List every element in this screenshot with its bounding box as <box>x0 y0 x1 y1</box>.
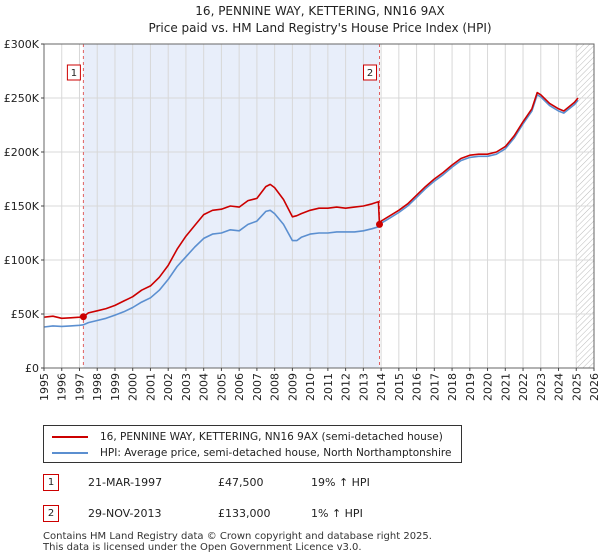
x-tick-label: 2023 <box>535 373 548 401</box>
x-tick-label: 1999 <box>109 373 122 401</box>
sale-hpi-change: 19% ↑ HPI <box>311 476 370 489</box>
x-tick-label: 2004 <box>198 373 211 401</box>
x-tick-label: 2017 <box>428 373 441 401</box>
x-tick-label: 2002 <box>162 373 175 401</box>
y-tick-label: £50K <box>11 308 40 321</box>
x-tick-label: 1997 <box>73 373 86 401</box>
chart-subtitle: Price paid vs. HM Land Registry's House … <box>148 21 491 35</box>
x-tick-label: 2026 <box>588 373 600 401</box>
x-tick-label: 2012 <box>340 373 353 401</box>
y-tick-label: £250K <box>4 92 40 105</box>
legend-item-property: 16, PENNINE WAY, KETTERING, NN16 9AX (se… <box>52 429 443 445</box>
x-tick-label: 2013 <box>357 373 370 401</box>
x-tick-label: 2014 <box>375 373 388 401</box>
y-tick-label: £0 <box>25 362 39 375</box>
footer-license: This data is licensed under the Open Gov… <box>43 542 362 553</box>
sale-label-box <box>363 64 377 81</box>
x-tick-label: 2007 <box>251 373 264 401</box>
x-tick-label: 2010 <box>304 373 317 401</box>
sale-date: 29-NOV-2013 <box>88 507 162 520</box>
footer-copyright: Contains HM Land Registry data © Crown c… <box>43 531 432 542</box>
x-tick-label: 2022 <box>517 373 530 401</box>
x-tick-label: 2024 <box>553 373 566 401</box>
x-tick-label: 1996 <box>56 373 69 401</box>
sale-point <box>376 220 383 228</box>
x-tick-label: 2005 <box>215 373 228 401</box>
y-tick-label: £200K <box>4 146 40 159</box>
x-tick-label: 2016 <box>411 373 424 401</box>
price-chart: 16, PENNINE WAY, KETTERING, NN16 9AX Pri… <box>4 4 600 401</box>
sale-point <box>79 313 87 321</box>
x-tick-label: 2019 <box>464 373 477 401</box>
sale-hpi-change: 1% ↑ HPI <box>311 507 363 520</box>
y-tick-label: £150K <box>4 200 40 213</box>
x-tick-label: 2000 <box>127 373 140 401</box>
x-tick-label: 2015 <box>393 373 406 401</box>
legend-item-hpi: HPI: Average price, semi-detached house,… <box>52 445 451 461</box>
sale-marker-label: 1 <box>43 474 59 491</box>
hpi-series-line <box>43 94 579 328</box>
y-tick-label: £300K <box>4 38 40 51</box>
sale-price: £133,000 <box>218 507 271 520</box>
x-tick-label: 2021 <box>499 373 512 401</box>
sale-label-box <box>66 64 81 81</box>
x-tick-label: 2025 <box>570 373 583 401</box>
x-tick-label: 2001 <box>144 373 157 401</box>
x-tick-label: 2018 <box>446 373 459 401</box>
y-tick-label: £100K <box>4 254 40 267</box>
x-tick-label: 2008 <box>269 373 282 401</box>
sale-label-text: 1 <box>71 68 77 79</box>
footer: Contains HM Land Registry data © Crown c… <box>43 531 432 553</box>
sale-marker-label: 2 <box>43 505 59 522</box>
x-tick-label: 2006 <box>233 373 246 401</box>
legend: 16, PENNINE WAY, KETTERING, NN16 9AX (se… <box>43 425 462 463</box>
x-tick-label: 1998 <box>91 373 104 401</box>
legend-swatch-hpi <box>52 452 88 454</box>
chart-title: 16, PENNINE WAY, KETTERING, NN16 9AX <box>195 4 444 18</box>
sale-price: £47,500 <box>218 476 264 489</box>
x-tick-label: 2003 <box>180 373 193 401</box>
legend-swatch-property <box>52 436 88 438</box>
legend-label-hpi: HPI: Average price, semi-detached house,… <box>100 447 452 459</box>
x-tick-label: 2011 <box>322 373 335 401</box>
x-tick-label: 2020 <box>482 373 495 401</box>
property-series-line <box>43 91 579 320</box>
sale-date: 21-MAR-1997 <box>88 476 163 489</box>
sale-label-text: 2 <box>367 68 373 79</box>
x-tick-label: 1995 <box>38 373 51 401</box>
x-tick-label: 2009 <box>286 373 299 401</box>
legend-label-property: 16, PENNINE WAY, KETTERING, NN16 9AX (se… <box>100 431 443 443</box>
